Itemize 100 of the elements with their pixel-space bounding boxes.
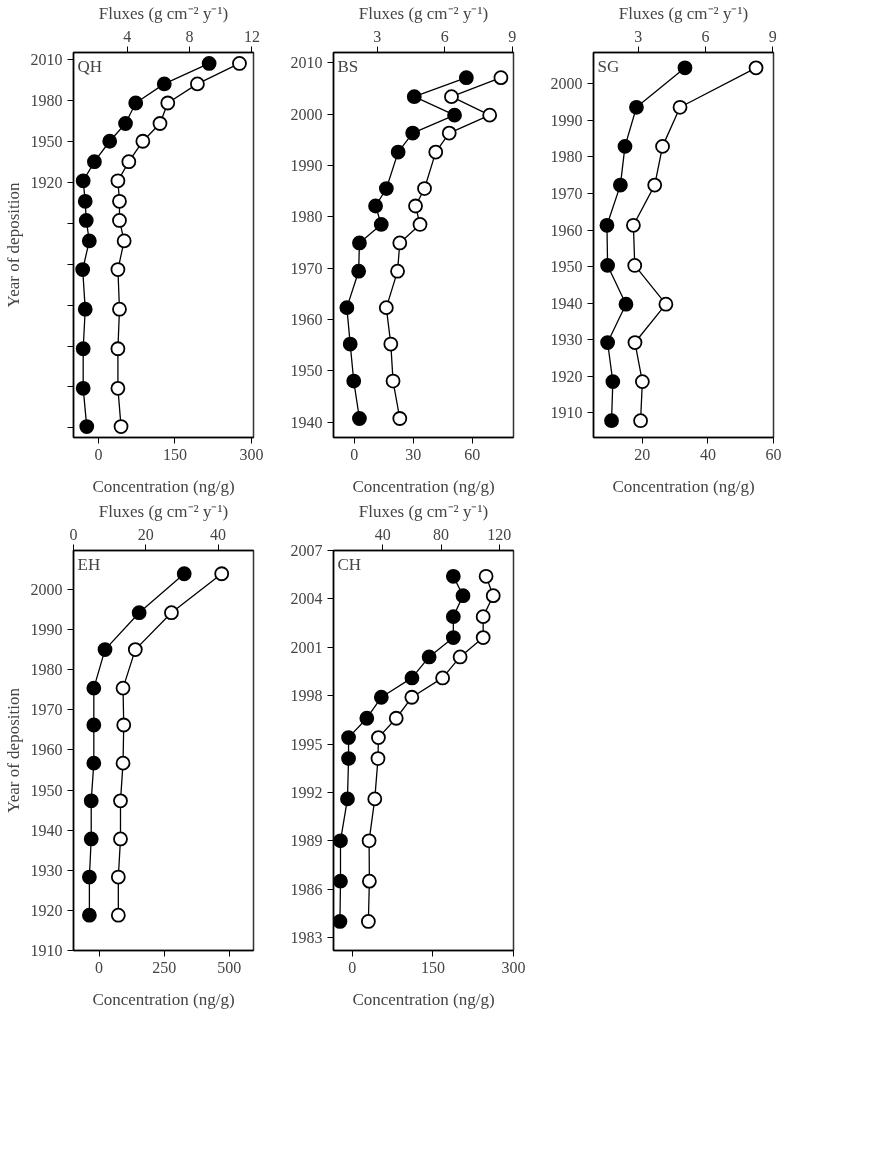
chart-title: SG [597,56,620,76]
x-axis-title: Concentration (ng/g) [92,989,235,1009]
x2-tick-label: 3 [634,27,643,45]
x-tick-label: 60 [464,445,481,463]
y-tick-label: 1930 [30,861,63,879]
x2-tick-label: 9 [508,27,517,45]
point [658,296,674,312]
point [385,373,401,389]
x-tick-label: 250 [152,958,177,976]
x-tick-label: 300 [501,958,526,976]
point [232,56,247,71]
y-tick-label: 1950 [30,132,63,150]
point [115,755,131,771]
point [110,907,126,923]
point [110,341,126,357]
y-tick-label: 1986 [290,880,323,898]
y-tick-label: 1930 [550,331,583,349]
point [361,833,377,849]
x-tick-label: 0 [95,958,104,976]
x2-tick-label: 6 [701,27,710,45]
y-tick-label: 1960 [30,741,63,759]
point [152,116,168,131]
y-tick-label: 1920 [550,367,583,385]
y-tick-label: 1950 [30,781,63,799]
y-tick-label: 2000 [30,580,63,598]
y-tick-label: 1920 [30,173,63,191]
y-tick-label: 1940 [290,413,323,431]
point [214,566,230,582]
point [112,301,127,317]
x-tick-label: 30 [405,445,422,463]
x2-tick-label: 20 [137,525,154,543]
x-tick-label: 60 [765,445,782,463]
x2-axis-title: Fluxes (g cm⁻² y⁻¹) [358,3,489,23]
y-tick-label: 1980 [30,91,63,109]
x-axis-title: Concentration (ng/g) [612,476,755,496]
point [478,568,494,584]
point [417,181,432,196]
y-tick-label: 2001 [290,638,323,656]
x-tick-label: 300 [239,445,264,463]
point [626,217,641,233]
x-tick-label: 0 [348,958,357,976]
point [113,419,129,434]
point [113,831,128,847]
point [383,336,399,352]
point [190,76,205,92]
point [367,791,383,807]
point [485,588,501,604]
point [392,235,408,251]
x2-axis-title: Fluxes (g cm⁻² y⁻¹) [98,3,229,23]
point [634,374,650,389]
point [160,95,176,111]
x-tick-label: 40 [699,445,716,463]
x-tick-label: 0 [94,445,103,463]
point [452,649,468,665]
point [444,89,459,105]
point [370,751,386,766]
y-tick-label: 1940 [30,821,63,839]
y-tick-label: 1989 [290,832,323,850]
point [135,133,151,149]
point [388,710,404,726]
x2-tick-label: 12 [243,27,260,45]
y-tick-label: 1940 [550,294,583,312]
point [475,630,491,645]
x2-axis-title: Fluxes (g cm⁻² y⁻¹) [358,501,489,521]
y-tick-label: 2007 [290,542,323,559]
point [392,411,408,426]
y-tick-label: 1950 [550,258,583,276]
x2-tick-label: 6 [440,27,449,45]
point [435,670,451,686]
y-tick-label: 1980 [290,208,323,226]
y-axis-title: Year of deposition [3,182,23,308]
point [493,70,509,86]
point [360,914,376,929]
point [412,217,428,232]
point [647,177,663,193]
point [748,60,764,76]
y-tick-label: 1910 [550,404,583,422]
point [112,213,127,228]
point [110,380,126,396]
x2-tick-label: 8 [185,27,194,45]
y-tick-label: 1980 [550,148,583,166]
point [112,193,127,209]
point [390,263,405,279]
x2-tick-label: 0 [69,525,78,543]
x-axis-title: Concentration (ng/g) [92,476,235,496]
x-tick-label: 150 [420,958,445,976]
y-tick-label: 1980 [30,661,63,679]
point [408,198,423,214]
point [113,793,128,809]
y-tick-label: 1998 [290,687,323,705]
x-tick-label: 20 [634,445,651,463]
y-tick-label: 2010 [290,54,323,72]
chart-title: BS [337,56,359,76]
point [672,99,688,115]
x2-axis-title: Fluxes (g cm⁻² y⁻¹) [98,501,229,521]
point [110,173,126,189]
point [633,413,648,429]
point [655,138,670,154]
y-axis-title: Year of deposition [3,687,23,813]
x2-tick-label: 40 [374,525,391,543]
